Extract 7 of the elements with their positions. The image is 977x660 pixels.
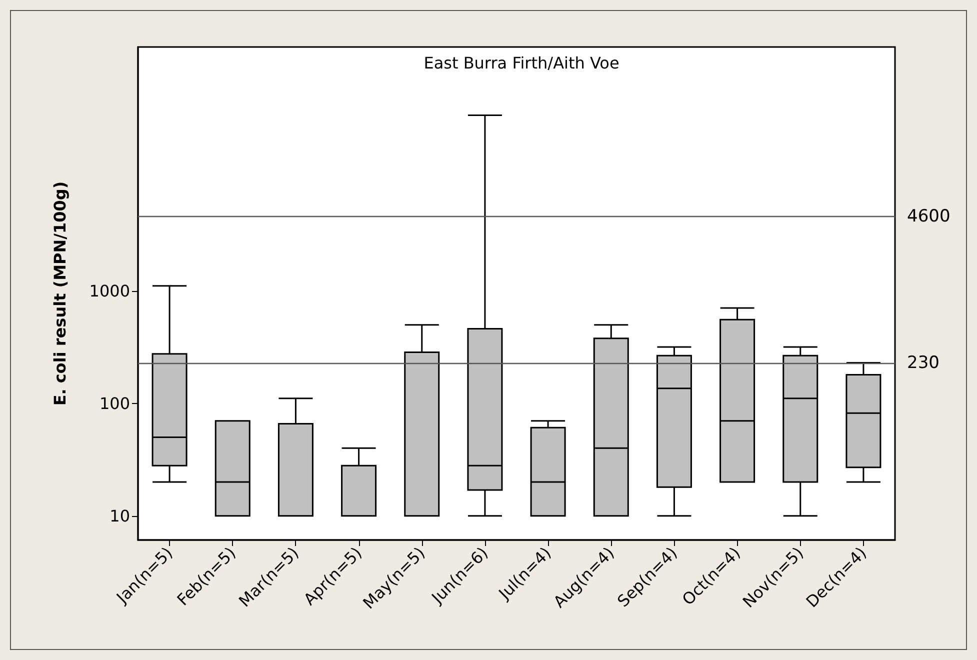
y-tick-label: 10 — [110, 506, 130, 526]
y-axis-title: E. coli result (MPN/100g) — [50, 181, 70, 406]
y-tick-label: 1000 — [89, 282, 130, 301]
ref-line-label: 4600 — [907, 206, 950, 226]
chart-title: East Burra Firth/Aith Voe — [424, 54, 620, 72]
y-tick-label: 100 — [99, 394, 130, 413]
ref-line-label: 230 — [907, 352, 940, 373]
